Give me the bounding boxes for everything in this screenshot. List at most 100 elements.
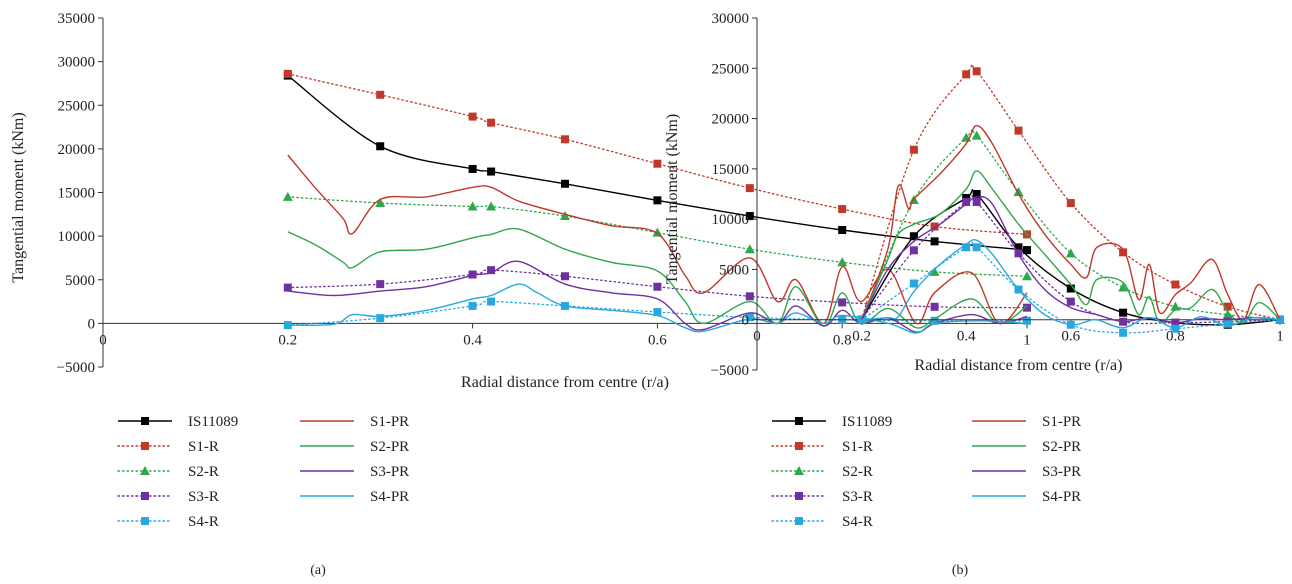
data-point-s2-r xyxy=(1065,248,1076,258)
data-point-s3-r xyxy=(909,246,918,255)
legend-marker xyxy=(141,417,149,425)
data-point-s1-r xyxy=(283,69,292,78)
data-point-s2-r xyxy=(652,227,663,237)
y-tick-label: 0 xyxy=(742,313,750,329)
series-s1-pr xyxy=(287,154,1028,325)
data-point-s3-r xyxy=(487,266,496,275)
data-point-s4-r xyxy=(1223,319,1232,328)
data-point-is11089 xyxy=(468,164,477,173)
data-point-s1-r xyxy=(962,70,971,79)
y-tick-label: 10000 xyxy=(712,212,750,228)
data-point-s2-r xyxy=(929,266,940,276)
x-tick-label: 1 xyxy=(1023,332,1031,348)
y-axis-label: Tangential moment (kNm) xyxy=(664,114,681,284)
y-tick-label: −5000 xyxy=(57,360,95,376)
data-point-s2-r xyxy=(375,197,386,207)
legend-marker xyxy=(140,466,150,475)
series-s3-r xyxy=(283,266,1031,312)
x-axis-label: Radial distance from centre (r/a) xyxy=(915,357,1123,374)
x-tick-label: 0.6 xyxy=(1061,329,1080,345)
data-point-s4-r xyxy=(653,308,662,317)
legend-item-s2-pr: S2-PR xyxy=(972,439,1081,455)
series-line-s4-r xyxy=(860,241,1281,334)
x-tick-label: 0.2 xyxy=(852,329,871,345)
data-point-is11089 xyxy=(1023,246,1031,255)
legend-marker xyxy=(141,492,149,500)
y-tick-label: 5000 xyxy=(65,273,95,289)
legend-label: S2-R xyxy=(842,464,873,480)
data-point-s4-r xyxy=(745,313,754,322)
x-axis-label: Radial distance from centre (r/a) xyxy=(461,374,669,391)
data-point-s3-r xyxy=(561,272,569,281)
legend-label: S4-PR xyxy=(370,489,409,505)
data-point-s4-r xyxy=(283,321,292,330)
legend-marker xyxy=(795,417,803,425)
legend-marker xyxy=(795,442,803,450)
legend-label: S2-R xyxy=(188,464,219,480)
data-point-s1-r xyxy=(561,135,569,144)
legend-label: IS11089 xyxy=(188,414,238,430)
legend-label: S3-PR xyxy=(1042,464,1081,480)
y-tick-label: 30000 xyxy=(712,11,750,27)
legend-item-s1-r: S1-R xyxy=(771,439,873,455)
series-line-s2-r xyxy=(860,128,1281,321)
data-point-s4-r xyxy=(930,316,939,325)
series-line-s1-pr xyxy=(860,124,1281,321)
legend-item-is11089: IS11089 xyxy=(118,414,238,430)
data-point-s3-r xyxy=(962,198,971,207)
legend-item-s2-r: S2-R xyxy=(771,464,873,480)
legend-item-s4-pr: S4-PR xyxy=(972,489,1081,505)
legend-label: S1-PR xyxy=(1042,414,1081,430)
x-tick-label: 0.4 xyxy=(463,332,482,348)
legend-item-s1-pr: S1-PR xyxy=(972,414,1081,430)
series-s2-pr xyxy=(860,170,1281,324)
series-line-s1-pr xyxy=(287,154,1028,325)
data-point-s4-r xyxy=(1276,315,1284,324)
series-line-s2-pr xyxy=(287,227,1028,329)
data-point-s1-r xyxy=(745,184,754,193)
data-point-s4-r xyxy=(1119,328,1128,337)
data-point-s1-r xyxy=(972,67,981,76)
legend-label: S1-R xyxy=(188,439,219,455)
data-point-s1-r xyxy=(930,222,939,231)
series-line-s1-r xyxy=(860,63,1281,321)
series-s1-r xyxy=(283,69,1031,239)
y-tick-label: 5000 xyxy=(719,262,749,278)
data-point-s1-r xyxy=(909,145,918,154)
legend-label: S1-R xyxy=(842,439,873,455)
y-tick-label: 20000 xyxy=(712,112,750,128)
legend-item-s2-r: S2-R xyxy=(117,464,219,480)
data-point-s4-r xyxy=(487,297,496,306)
data-point-s3-r xyxy=(283,283,292,292)
legend-label: S4-R xyxy=(188,514,219,530)
data-point-s3-r xyxy=(376,280,385,289)
y-tick-label: 25000 xyxy=(712,61,750,77)
data-point-s1-r xyxy=(1066,199,1075,208)
series-s2-pr xyxy=(287,227,1028,329)
data-point-s1-r xyxy=(1171,280,1180,289)
legend-item-s3-r: S3-R xyxy=(117,489,219,505)
x-tick-label: 0 xyxy=(99,332,107,348)
series-s2-r xyxy=(856,128,1285,324)
legend-item-s1-r: S1-R xyxy=(117,439,219,455)
data-point-s3-r xyxy=(930,302,939,311)
legend-marker xyxy=(141,517,149,525)
legend-item-s4-pr: S4-PR xyxy=(300,489,409,505)
legend-item-s4-r: S4-R xyxy=(771,514,873,530)
panel-label-b: (b) xyxy=(952,563,969,578)
legend: IS11089 S1-R S2-R S3-R S4-R S1-PR S2-PR S3-PR S4… xyxy=(117,414,409,530)
data-point-s1-r xyxy=(1119,248,1128,257)
series-line-s4-r xyxy=(287,300,1028,326)
series-line-s4-pr xyxy=(287,283,1028,334)
series-s3-pr xyxy=(287,260,1028,333)
legend-marker xyxy=(795,492,803,500)
data-point-s2-r xyxy=(467,201,478,211)
legend-label: S3-R xyxy=(842,489,873,505)
series-s3-pr xyxy=(860,196,1281,324)
data-point-is11089 xyxy=(930,237,939,246)
legend-label: S4-R xyxy=(842,514,873,530)
data-point-is11089 xyxy=(561,179,569,188)
data-point-s1-r xyxy=(653,159,662,168)
series-line-s3-pr xyxy=(287,260,1028,333)
legend: IS11089 S1-R S2-R S3-R S4-R S1-PR S2-PR S3-PR S4… xyxy=(771,414,1081,530)
